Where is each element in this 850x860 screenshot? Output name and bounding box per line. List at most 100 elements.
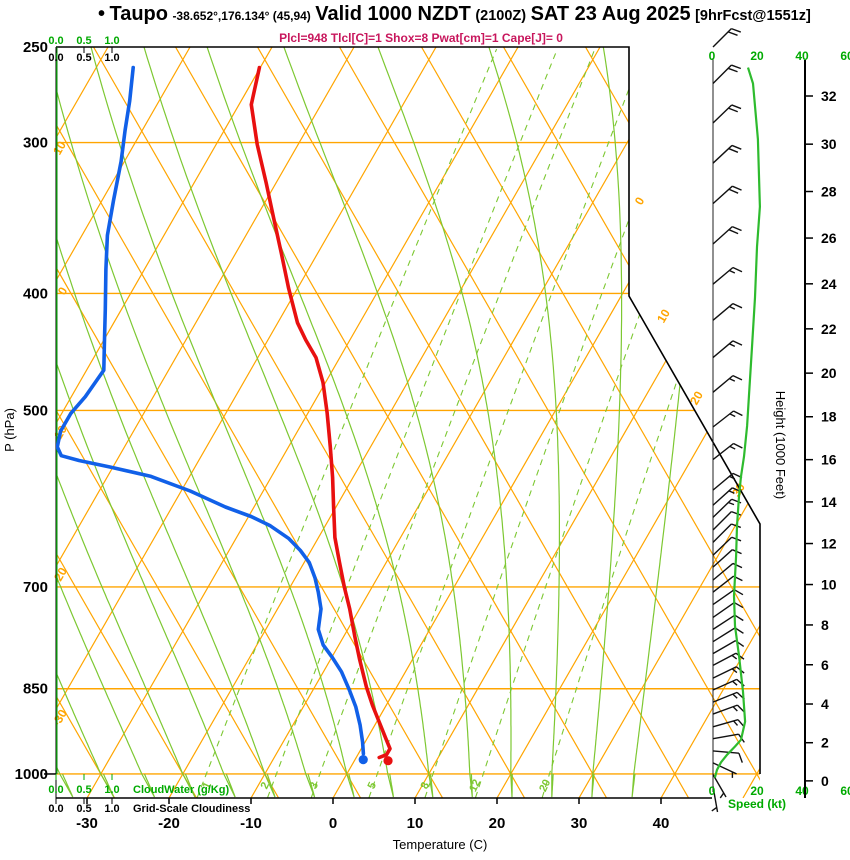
station-name: Taupo (109, 3, 168, 25)
pressure-tick-label: 300 (23, 135, 48, 152)
moist-adiabat-line (377, 47, 513, 798)
height-tick-label: 22 (821, 321, 837, 337)
isoline-value-label: 20 (687, 388, 706, 407)
mixing-ratio-value-label: 3 (308, 780, 321, 791)
border-line (56, 46, 761, 774)
wind-barb (712, 562, 743, 581)
height-tick-label: 10 (821, 577, 837, 593)
height-tick-label: 6 (821, 657, 829, 673)
surface-dewpoint-dot (358, 755, 368, 765)
moist-adiabat-line (206, 47, 434, 798)
height-tick-label: 26 (821, 230, 837, 246)
wind-barb (712, 64, 742, 84)
dry-adiabat-line (174, 47, 608, 798)
profiles (56, 47, 393, 774)
isotherm-line (414, 47, 760, 798)
height-tick-label: 12 (821, 536, 837, 552)
mixing-ratio-value-label: 8 (419, 780, 432, 791)
valid-zulu: (2100Z) (475, 8, 527, 24)
isoline-value-label: 0 (632, 194, 648, 207)
temperature-tick-label: 40 (653, 815, 670, 832)
pressure-tick-label: 1000 (15, 766, 48, 783)
wind-barb (712, 510, 742, 531)
temperature-tick-label: 20 (489, 815, 506, 832)
cloudwater-scale-label-top: 1.0 (104, 35, 119, 47)
wind-barb (712, 374, 743, 393)
height-tick-label: 4 (821, 696, 829, 712)
wind-barb (712, 144, 742, 164)
wind-barb (712, 27, 742, 48)
height-tick-label: 14 (821, 494, 837, 510)
moist-adiabat-line (56, 47, 316, 798)
cloudiness-scale-label-bottom: 0.0 (48, 803, 63, 815)
isotherm-line (86, 47, 519, 798)
surface-temperature-dot (383, 756, 393, 766)
moist-adiabat-line (143, 47, 394, 798)
wind-barb (712, 750, 743, 763)
wind-barb (712, 601, 744, 619)
pressure-tick-label: 400 (23, 285, 48, 302)
valid-time: Valid 1000 NZDT (315, 3, 471, 25)
dry-adiabat-line (56, 47, 198, 798)
isotherm-line (496, 47, 760, 798)
temperature-tick-label: -30 (76, 815, 98, 832)
wind-barb (712, 104, 742, 124)
height-tick-label: 0 (821, 773, 829, 789)
isoline-value-label: 10 (654, 306, 673, 325)
temperature-axis-title: Temperature (C) (393, 837, 488, 852)
isoline-value-label: 10 (50, 138, 69, 157)
speed-tick-label-bottom: 40 (795, 784, 809, 798)
isoline-value-label: -30 (49, 707, 70, 729)
dry-adiabat-line (420, 47, 760, 798)
moist-adiabat-line (56, 47, 115, 798)
wind-barb (712, 410, 743, 428)
cloudwater-scale-label-bottom: 1.0 (104, 784, 119, 796)
pressure-tick-label: 700 (23, 579, 48, 596)
height-tick-label: 20 (821, 365, 837, 381)
speed-tick-label-bottom: 0 (709, 784, 716, 798)
wind-barb (712, 774, 727, 799)
speed-tick-label-top: 0 (709, 49, 716, 63)
dry-adiabat-line (56, 47, 280, 798)
temperature-tick-label: 30 (571, 815, 588, 832)
wind-barb (712, 762, 737, 778)
cloudiness-scale-label-bottom: 1.0 (104, 803, 119, 815)
wind-barb (712, 442, 743, 461)
cloudwater-scale-label-bottom: 0.5 (76, 784, 91, 796)
cloudwater-scale-label-top: 0.0 (48, 35, 63, 47)
temperature-axis: -30 -20 -10 0 10 20 30 40 Temperature (C) (56, 797, 712, 852)
wind-barb (712, 185, 742, 205)
isotherm-line (168, 47, 601, 798)
height-tick-label: 2 (821, 735, 829, 751)
moist-adiabat-line (90, 47, 355, 798)
speed-tick-label-top: 60 (840, 49, 850, 63)
cloudiness-scale-label-top: 1.0 (104, 52, 119, 64)
height-tick-label: 18 (821, 409, 837, 425)
moist-adiabat-line (631, 47, 704, 798)
moist-adiabat-line (283, 47, 473, 798)
pressure-axis-title: P (hPa) (2, 408, 17, 452)
mixing-ratio-value-label: 20 (537, 778, 553, 794)
mixing-ratio-line (368, 48, 645, 798)
moist-adiabat-line (56, 47, 276, 798)
mixing-ratio-value-label: 5 (366, 780, 379, 791)
station-coords: -38.652°,176.134° (45,94) (172, 9, 311, 23)
dry-adiabat-line (92, 47, 526, 798)
cloudwater-scale-title: CloudWater (g/Kg) (133, 784, 229, 796)
mixing-ratio-value-label: 1 (201, 780, 214, 791)
moist-adiabat-line (56, 47, 196, 798)
dewpoint-curve (56, 65, 366, 756)
height-tick-label: 16 (821, 452, 837, 468)
pressure-tick-label: 850 (23, 681, 48, 698)
wind-barb (712, 575, 743, 593)
valid-date: SAT 23 Aug 2025 (530, 3, 691, 25)
wind-barb (712, 266, 743, 285)
temperature-tick-label: -10 (240, 815, 262, 832)
cloudiness-scale-label-top: 0.0 (48, 52, 63, 64)
moist-adiabat-line (56, 47, 236, 798)
wind-barb (712, 614, 744, 630)
mixing-ratio-line (474, 48, 736, 798)
pressure-tick-label: 250 (23, 39, 48, 56)
isotherm-line (56, 47, 355, 798)
